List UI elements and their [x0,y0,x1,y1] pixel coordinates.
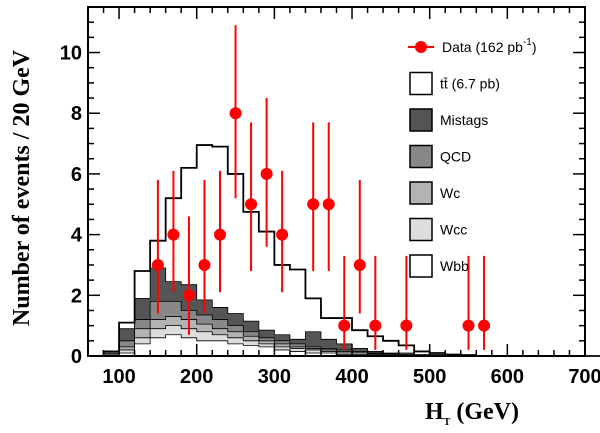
legend-swatch [409,181,433,205]
x-tick-label: 400 [335,366,368,388]
data-points [151,25,491,350]
y-tick-label: 10 [60,43,82,65]
data-point [182,216,195,335]
axis-ticks: 100 200 300 400 500 600 700 0 2 4 6 8 10 [60,7,600,388]
legend-label: tt̄ (6.7 pb) [440,76,500,92]
data-marker [478,319,491,332]
data-marker [229,107,242,120]
legend-label: Wbb [440,258,469,274]
x-axis-label-main: H [425,399,444,425]
data-point [260,98,273,247]
legend-label: Wc [440,185,460,201]
data-marker [182,289,195,302]
y-tick-label: 0 [71,346,82,368]
legend-entry-ttbar: tt̄ (6.7 pb) [409,71,500,96]
legend-label: Wcc [440,222,467,238]
data-point [322,122,335,272]
x-tick-label: 100 [102,366,135,388]
legend-swatch [409,108,433,132]
y-tick-label: 2 [71,285,82,307]
data-marker [260,167,273,180]
data-marker [245,198,258,211]
data-point [198,179,211,314]
legend-swatch [409,254,433,278]
legend-swatch [409,144,433,169]
y-tick-label: 8 [71,103,82,125]
data-marker [307,198,320,211]
legend-entry-data: Data (162 pb-1) [408,37,537,55]
x-tick-label: 600 [491,366,524,388]
data-point [369,255,382,350]
data-marker [338,319,351,332]
data-marker [353,258,366,271]
y-tick-label: 4 [71,225,83,247]
legend-entry-wbb: Wbb [409,254,469,278]
data-marker [214,228,227,241]
stacked-histograms [103,267,600,357]
data-point [353,179,366,314]
data-point [478,255,491,350]
x-tick-label: 200 [180,366,213,388]
legend-label: Mistags [440,112,488,128]
data-marker [167,228,180,241]
x-tick-label: 700 [568,366,600,388]
x-tick-label: 500 [413,366,446,388]
legend-swatch [409,217,433,242]
legend-data-marker [415,41,427,53]
data-point [167,170,180,293]
data-marker [462,319,475,332]
y-axis-label: Number of events / 20 GeV [9,49,35,326]
data-point [338,255,351,350]
y-tick-label: 6 [71,164,82,186]
legend-entry-wcc: Wcc [409,217,467,242]
legend-entry-qcd: QCD [409,144,471,169]
data-marker [198,258,211,271]
data-marker [322,198,335,211]
legend: Data (162 pb-1) tt̄ (6.7 pb) Mistags QCD Wc W… [408,37,537,278]
data-point [245,122,258,272]
data-point [276,170,289,293]
x-axis-label-unit: (GeV) [450,399,519,425]
data-point [151,179,164,314]
legend-entry-mistags: Mistags [409,108,488,132]
data-point [307,122,320,272]
legend-label: QCD [440,149,471,165]
data-marker [400,319,413,332]
x-axis-label-subscript: T [444,417,451,428]
x-axis-label: HT (GeV) [425,399,519,428]
data-point [400,255,413,350]
legend-label: Data (162 pb-1) [442,37,537,55]
legend-swatch [409,71,433,96]
data-marker [276,228,289,241]
legend-entry-wc: Wc [409,181,460,205]
data-marker [151,258,164,271]
data-point [229,25,242,199]
x-tick-label: 300 [258,366,291,388]
data-marker [369,319,382,332]
data-point [214,170,227,293]
data-point [462,255,475,350]
